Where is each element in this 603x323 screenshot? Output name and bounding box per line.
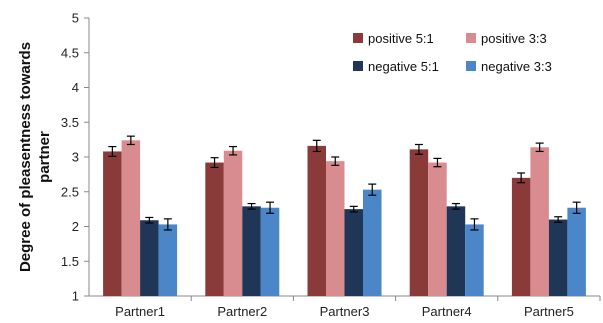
bar <box>242 206 261 296</box>
bar <box>567 207 586 296</box>
legend-label: positive 5:1 <box>368 31 434 46</box>
category-label: Partner3 <box>320 304 370 319</box>
legend-swatch <box>353 61 363 71</box>
bar <box>465 224 484 296</box>
bar <box>344 209 363 296</box>
y-tick-label: 1 <box>72 289 79 304</box>
category-label: Partner5 <box>524 304 574 319</box>
bar <box>223 150 243 296</box>
legend-swatch <box>466 33 476 43</box>
category-label: Partner2 <box>217 304 267 319</box>
bar <box>409 149 429 296</box>
y-axis-label-line2: partner <box>36 131 53 183</box>
category-labels: Partner1 Partner2 Partner3 Partner4 Partner5 <box>115 296 601 319</box>
category-label: Partner1 <box>115 304 165 319</box>
bar <box>260 207 280 296</box>
y-tick-label: 2 <box>72 219 79 234</box>
bar <box>446 206 466 296</box>
y-axis-label-line1: Degree of pleasentness towards <box>17 42 34 272</box>
legend-label: positive 3:3 <box>481 31 547 46</box>
y-tick-label: 2.5 <box>61 184 79 199</box>
bar <box>428 162 447 296</box>
legend: positive 5:1 positive 3:3 negative 5:1 nega… <box>353 31 552 74</box>
bar <box>205 162 224 296</box>
category-label: Partner4 <box>422 304 472 319</box>
legend-label: negative 5:1 <box>368 59 439 74</box>
bar <box>121 140 141 296</box>
y-tick-label: 5 <box>72 11 79 26</box>
bar <box>326 161 345 296</box>
y-tick-label: 3.5 <box>61 115 79 130</box>
bar <box>363 189 382 296</box>
bar <box>307 145 326 296</box>
bar <box>548 219 568 296</box>
bar <box>530 147 549 296</box>
y-ticks: 1 1.5 2 2.5 3 3.5 4 4.5 5 <box>61 11 89 304</box>
bar <box>158 224 178 296</box>
bar <box>511 177 531 296</box>
y-tick-label: 4 <box>72 80 79 95</box>
legend-swatch <box>466 61 476 71</box>
bar <box>103 151 122 296</box>
y-tick-label: 3 <box>72 150 79 165</box>
bar <box>140 220 159 296</box>
legend-swatch <box>353 33 363 43</box>
legend-label: negative 3:3 <box>481 59 552 74</box>
bars <box>103 140 586 296</box>
error-bars <box>108 135 581 231</box>
y-tick-label: 4.5 <box>61 45 79 60</box>
y-tick-label: 1.5 <box>61 254 79 269</box>
